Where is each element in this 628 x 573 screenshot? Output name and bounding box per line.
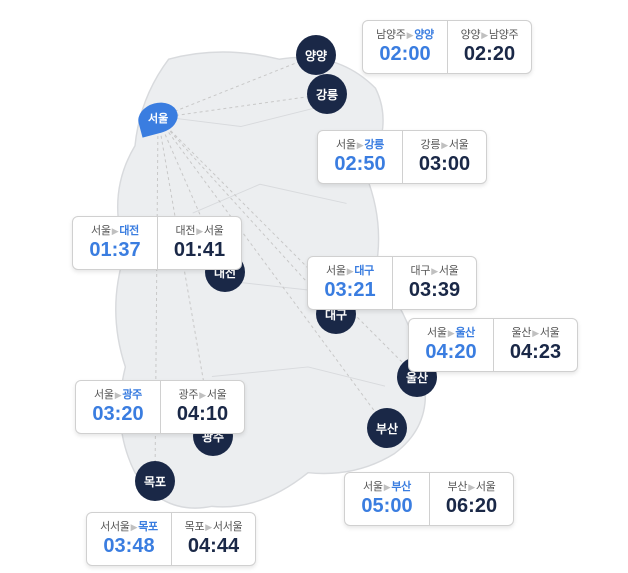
gangneung-card: 서울▶강릉02:50강릉▶서울03:00 [317, 130, 487, 184]
route-label: 서울▶부산 [355, 478, 419, 494]
ulsan-card: 서울▶울산04:20울산▶서울04:23 [408, 318, 578, 372]
time-value: 03:21 [318, 279, 382, 302]
time-value: 06:20 [440, 495, 503, 518]
city-node-busan: 부산 [367, 408, 407, 448]
time-value: 04:44 [182, 535, 245, 558]
mokpo-card-ret: 목포▶서서울04:44 [171, 513, 255, 565]
daegu-card: 서울▶대구03:21대구▶서울03:39 [307, 256, 477, 310]
daegu-card-out: 서울▶대구03:21 [308, 257, 392, 309]
seoul-label: 서울 [148, 110, 168, 126]
gwangju-card: 서울▶광주03:20광주▶서울04:10 [75, 380, 245, 434]
route-label: 서울▶광주 [86, 386, 150, 402]
time-value: 03:39 [403, 279, 466, 302]
time-value: 01:41 [168, 239, 231, 262]
route-label: 서서울▶목포 [97, 518, 161, 534]
gangneung-card-ret: 강릉▶서울03:00 [402, 131, 486, 183]
route-label: 목포▶서서울 [182, 518, 245, 534]
ulsan-card-out: 서울▶울산04:20 [409, 319, 493, 371]
time-value: 02:20 [458, 43, 521, 66]
route-label: 남양주▶양양 [373, 26, 437, 42]
city-node-gangneung: 강릉 [307, 74, 347, 114]
route-label: 강릉▶서울 [413, 136, 476, 152]
gwangju-card-out: 서울▶광주03:20 [76, 381, 160, 433]
yangyang-card-ret: 양양▶남양주02:20 [447, 21, 531, 73]
route-label: 서울▶울산 [419, 324, 483, 340]
time-value: 01:37 [83, 239, 147, 262]
daegu-card-ret: 대구▶서울03:39 [392, 257, 476, 309]
city-node-mokpo: 목포 [135, 461, 175, 501]
route-label: 대구▶서울 [403, 262, 466, 278]
time-value: 05:00 [355, 495, 419, 518]
seoul-marker: 서울 [135, 98, 181, 137]
yangyang-card-out: 남양주▶양양02:00 [363, 21, 447, 73]
route-label: 대전▶서울 [168, 222, 231, 238]
busan-card-out: 서울▶부산05:00 [345, 473, 429, 525]
route-label: 광주▶서울 [171, 386, 234, 402]
busan-card-ret: 부산▶서울06:20 [429, 473, 513, 525]
route-label: 울산▶서울 [504, 324, 567, 340]
route-label: 서울▶강릉 [328, 136, 392, 152]
gwangju-card-ret: 광주▶서울04:10 [160, 381, 244, 433]
time-value: 02:00 [373, 43, 437, 66]
route-label: 부산▶서울 [440, 478, 503, 494]
time-value: 03:20 [86, 403, 150, 426]
route-label: 서울▶대전 [83, 222, 147, 238]
time-value: 03:00 [413, 153, 476, 176]
time-value: 04:10 [171, 403, 234, 426]
gangneung-card-out: 서울▶강릉02:50 [318, 131, 402, 183]
time-value: 03:48 [97, 535, 161, 558]
route-label: 서울▶대구 [318, 262, 382, 278]
daejeon-card: 서울▶대전01:37대전▶서울01:41 [72, 216, 242, 270]
time-value: 04:23 [504, 341, 567, 364]
daejeon-card-out: 서울▶대전01:37 [73, 217, 157, 269]
ulsan-card-ret: 울산▶서울04:23 [493, 319, 577, 371]
map-container: 서울 양양강릉대전대구울산부산광주목포 남양주▶양양02:00양양▶남양주02:… [0, 0, 628, 573]
route-label: 양양▶남양주 [458, 26, 521, 42]
busan-card: 서울▶부산05:00부산▶서울06:20 [344, 472, 514, 526]
yangyang-card: 남양주▶양양02:00양양▶남양주02:20 [362, 20, 532, 74]
city-node-yangyang: 양양 [296, 35, 336, 75]
daejeon-card-ret: 대전▶서울01:41 [157, 217, 241, 269]
time-value: 02:50 [328, 153, 392, 176]
time-value: 04:20 [419, 341, 483, 364]
mokpo-card: 서서울▶목포03:48목포▶서서울04:44 [86, 512, 256, 566]
mokpo-card-out: 서서울▶목포03:48 [87, 513, 171, 565]
